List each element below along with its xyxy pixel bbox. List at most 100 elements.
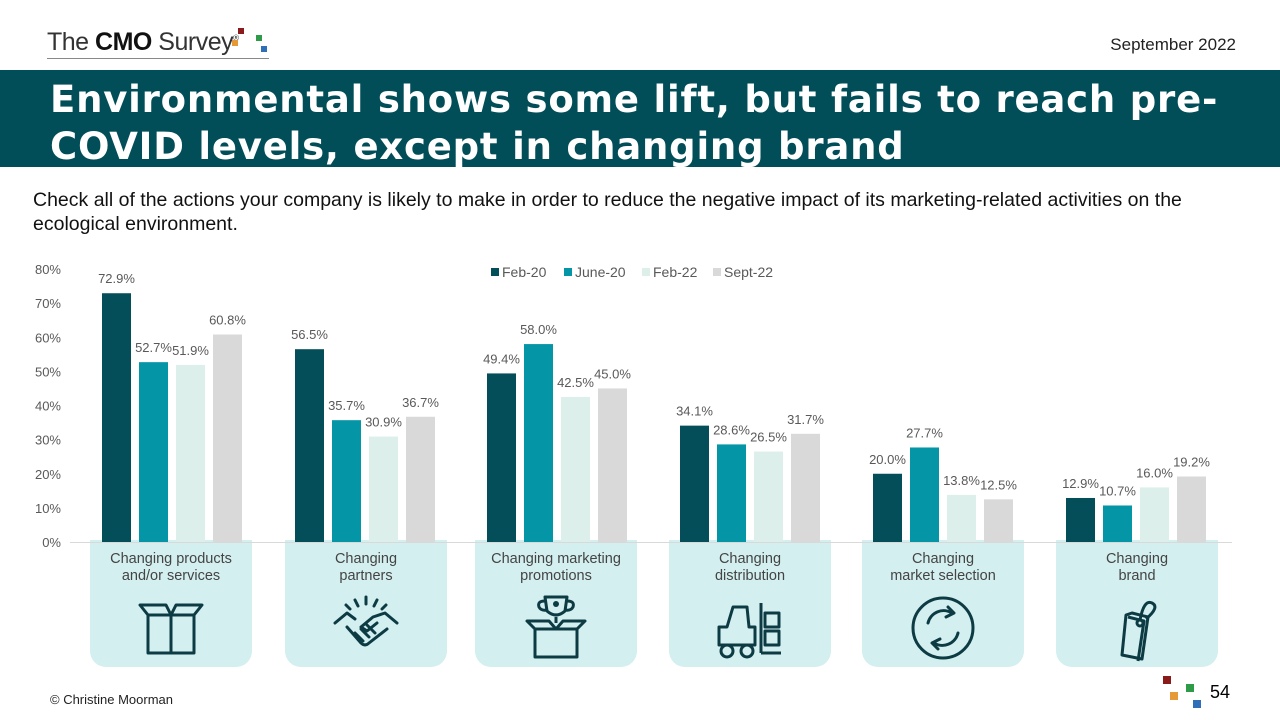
bar-feb-22 <box>1140 487 1169 542</box>
category-label-line1: Changing <box>334 551 398 567</box>
category-label-line1: Changing marketing <box>491 551 621 567</box>
logo-text-cmo: CMO <box>95 28 152 56</box>
logo-square-orange <box>232 40 238 46</box>
copyright-notice: © Christine Moorman <box>50 692 174 707</box>
data-label: 51.9% <box>172 343 209 358</box>
category-panel-market-selection: Changing market selection <box>862 540 1024 667</box>
logo-text-the: The <box>47 28 96 56</box>
category-panel-distribution: Changing distribution <box>669 540 831 667</box>
data-label: 56.5% <box>291 327 328 342</box>
category-panel-partners: Changing partners <box>285 540 447 667</box>
data-label: 72.9% <box>98 271 135 286</box>
category-label-line2: and/or services <box>121 568 221 584</box>
bar-feb-22 <box>754 451 783 542</box>
category-label-line2: promotions <box>520 568 592 584</box>
bar-sept-22 <box>213 334 242 542</box>
bar-sept-22 <box>1177 476 1206 542</box>
logo-square-red <box>238 28 244 34</box>
y-tick-label: 10% <box>35 501 61 516</box>
report-date: September 2022 <box>1110 35 1236 54</box>
corner-square-red <box>1163 676 1171 684</box>
legend-label: Feb-20 <box>502 264 547 280</box>
bar-june-20 <box>910 447 939 542</box>
corner-square-green <box>1186 684 1194 692</box>
bar-feb-20 <box>487 373 516 542</box>
trophy-box-icon <box>525 595 587 659</box>
forklift-icon <box>717 603 781 659</box>
data-label: 12.5% <box>980 477 1017 492</box>
bar-sept-22 <box>791 433 820 542</box>
bar-feb-22 <box>947 494 976 542</box>
legend-swatch <box>564 268 572 276</box>
bar-june-20 <box>139 362 168 542</box>
data-label: 27.7% <box>906 425 943 440</box>
bar-june-20 <box>524 344 553 542</box>
data-label: 30.9% <box>365 415 402 430</box>
registered-mark: ® <box>233 33 239 43</box>
legend-swatch <box>491 268 499 276</box>
y-tick-label: 0% <box>42 535 61 550</box>
category-label-line1: Changing <box>718 551 782 567</box>
data-label: 26.5% <box>750 430 787 445</box>
survey-question: Check all of the actions your company is… <box>33 189 1182 235</box>
y-tick-label: 20% <box>35 467 61 482</box>
data-label: 35.7% <box>328 398 365 413</box>
data-label: 20.0% <box>869 452 906 467</box>
logo-square-blue <box>261 46 267 52</box>
title-banner: Environmental shows some lift, but fails… <box>0 70 1280 168</box>
category-label-line2: distribution <box>714 568 786 584</box>
data-label: 58.0% <box>520 322 557 337</box>
slide-title: Environmental shows some lift, but fails… <box>50 78 1219 168</box>
data-label: 28.6% <box>713 422 750 437</box>
bar-june-20 <box>332 420 361 542</box>
data-label: 45.0% <box>594 366 631 381</box>
bar-feb-20 <box>1066 497 1095 542</box>
bar-feb-20 <box>680 425 709 542</box>
y-tick-label: 70% <box>35 296 61 311</box>
bar-june-20 <box>717 444 746 542</box>
data-label: 12.9% <box>1062 476 1099 491</box>
corner-square-orange <box>1170 692 1178 700</box>
y-tick-label: 80% <box>35 262 61 277</box>
category-label-line2: partners <box>339 568 393 584</box>
data-label: 19.2% <box>1173 454 1210 469</box>
bar-sept-22 <box>984 499 1013 542</box>
category-panel-promotions: Changing marketing promotions <box>475 540 637 667</box>
data-label: 16.0% <box>1136 465 1173 480</box>
logo-square-green <box>256 35 262 41</box>
logo-text-survey: Survey <box>151 28 234 56</box>
page-number: 54 <box>1210 682 1231 702</box>
bar-feb-20 <box>873 473 902 542</box>
legend-label: June-20 <box>575 264 626 280</box>
y-tick-label: 50% <box>35 364 61 379</box>
bar-feb-22 <box>369 436 398 542</box>
data-label: 31.7% <box>787 412 824 427</box>
data-label: 49.4% <box>483 351 520 366</box>
data-label: 52.7% <box>135 340 172 355</box>
logo-underline <box>47 58 269 59</box>
legend-label: Sept-22 <box>724 264 773 280</box>
bar-feb-20 <box>102 293 131 542</box>
bar-feb-22 <box>176 364 205 542</box>
bar-feb-20 <box>295 349 324 542</box>
y-tick-label: 40% <box>35 399 61 414</box>
recycle-circle-icon <box>911 596 975 660</box>
data-label: 60.8% <box>209 313 246 328</box>
tag-icon <box>1120 600 1157 662</box>
y-tick-label: 30% <box>35 433 61 448</box>
data-label: 10.7% <box>1099 483 1136 498</box>
category-panel-brand: Changing brand <box>1056 540 1218 667</box>
legend-swatch <box>713 268 721 276</box>
bar-feb-22 <box>561 396 590 542</box>
data-label: 36.7% <box>402 395 439 410</box>
handshake-icon <box>333 595 399 647</box>
data-label: 34.1% <box>676 404 713 419</box>
category-label-line1: Changing <box>911 551 975 567</box>
category-label-line1: Changing <box>1105 551 1169 567</box>
legend-swatch <box>642 268 650 276</box>
legend-label: Feb-22 <box>653 264 698 280</box>
bar-sept-22 <box>406 416 435 542</box>
box-icon <box>138 603 204 655</box>
bar-sept-22 <box>598 388 627 542</box>
